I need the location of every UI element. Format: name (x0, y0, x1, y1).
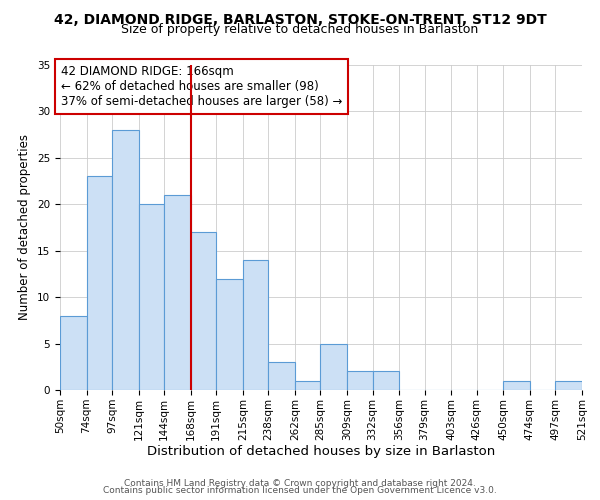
Y-axis label: Number of detached properties: Number of detached properties (19, 134, 31, 320)
Bar (60, 316, 86, 390)
Bar (268, 362, 295, 390)
X-axis label: Distribution of detached houses by size in Barlaston: Distribution of detached houses by size … (147, 446, 495, 458)
Bar (347, 372, 373, 390)
Text: 42, DIAMOND RIDGE, BARLASTON, STOKE-ON-TRENT, ST12 9DT: 42, DIAMOND RIDGE, BARLASTON, STOKE-ON-T… (53, 12, 547, 26)
Bar (243, 260, 268, 390)
Bar (139, 204, 164, 390)
Text: Contains public sector information licensed under the Open Government Licence v3: Contains public sector information licen… (103, 486, 497, 495)
Bar (295, 380, 320, 390)
Bar (86, 176, 112, 390)
Text: 42 DIAMOND RIDGE: 166sqm
← 62% of detached houses are smaller (98)
37% of semi-d: 42 DIAMOND RIDGE: 166sqm ← 62% of detach… (61, 65, 343, 108)
Bar (373, 372, 399, 390)
Bar (216, 278, 243, 390)
Bar (320, 344, 347, 390)
Bar (556, 380, 582, 390)
Bar (164, 195, 191, 390)
Bar (191, 232, 216, 390)
Text: Contains HM Land Registry data © Crown copyright and database right 2024.: Contains HM Land Registry data © Crown c… (124, 478, 476, 488)
Bar (112, 130, 139, 390)
Text: Size of property relative to detached houses in Barlaston: Size of property relative to detached ho… (121, 24, 479, 36)
Bar (503, 380, 530, 390)
